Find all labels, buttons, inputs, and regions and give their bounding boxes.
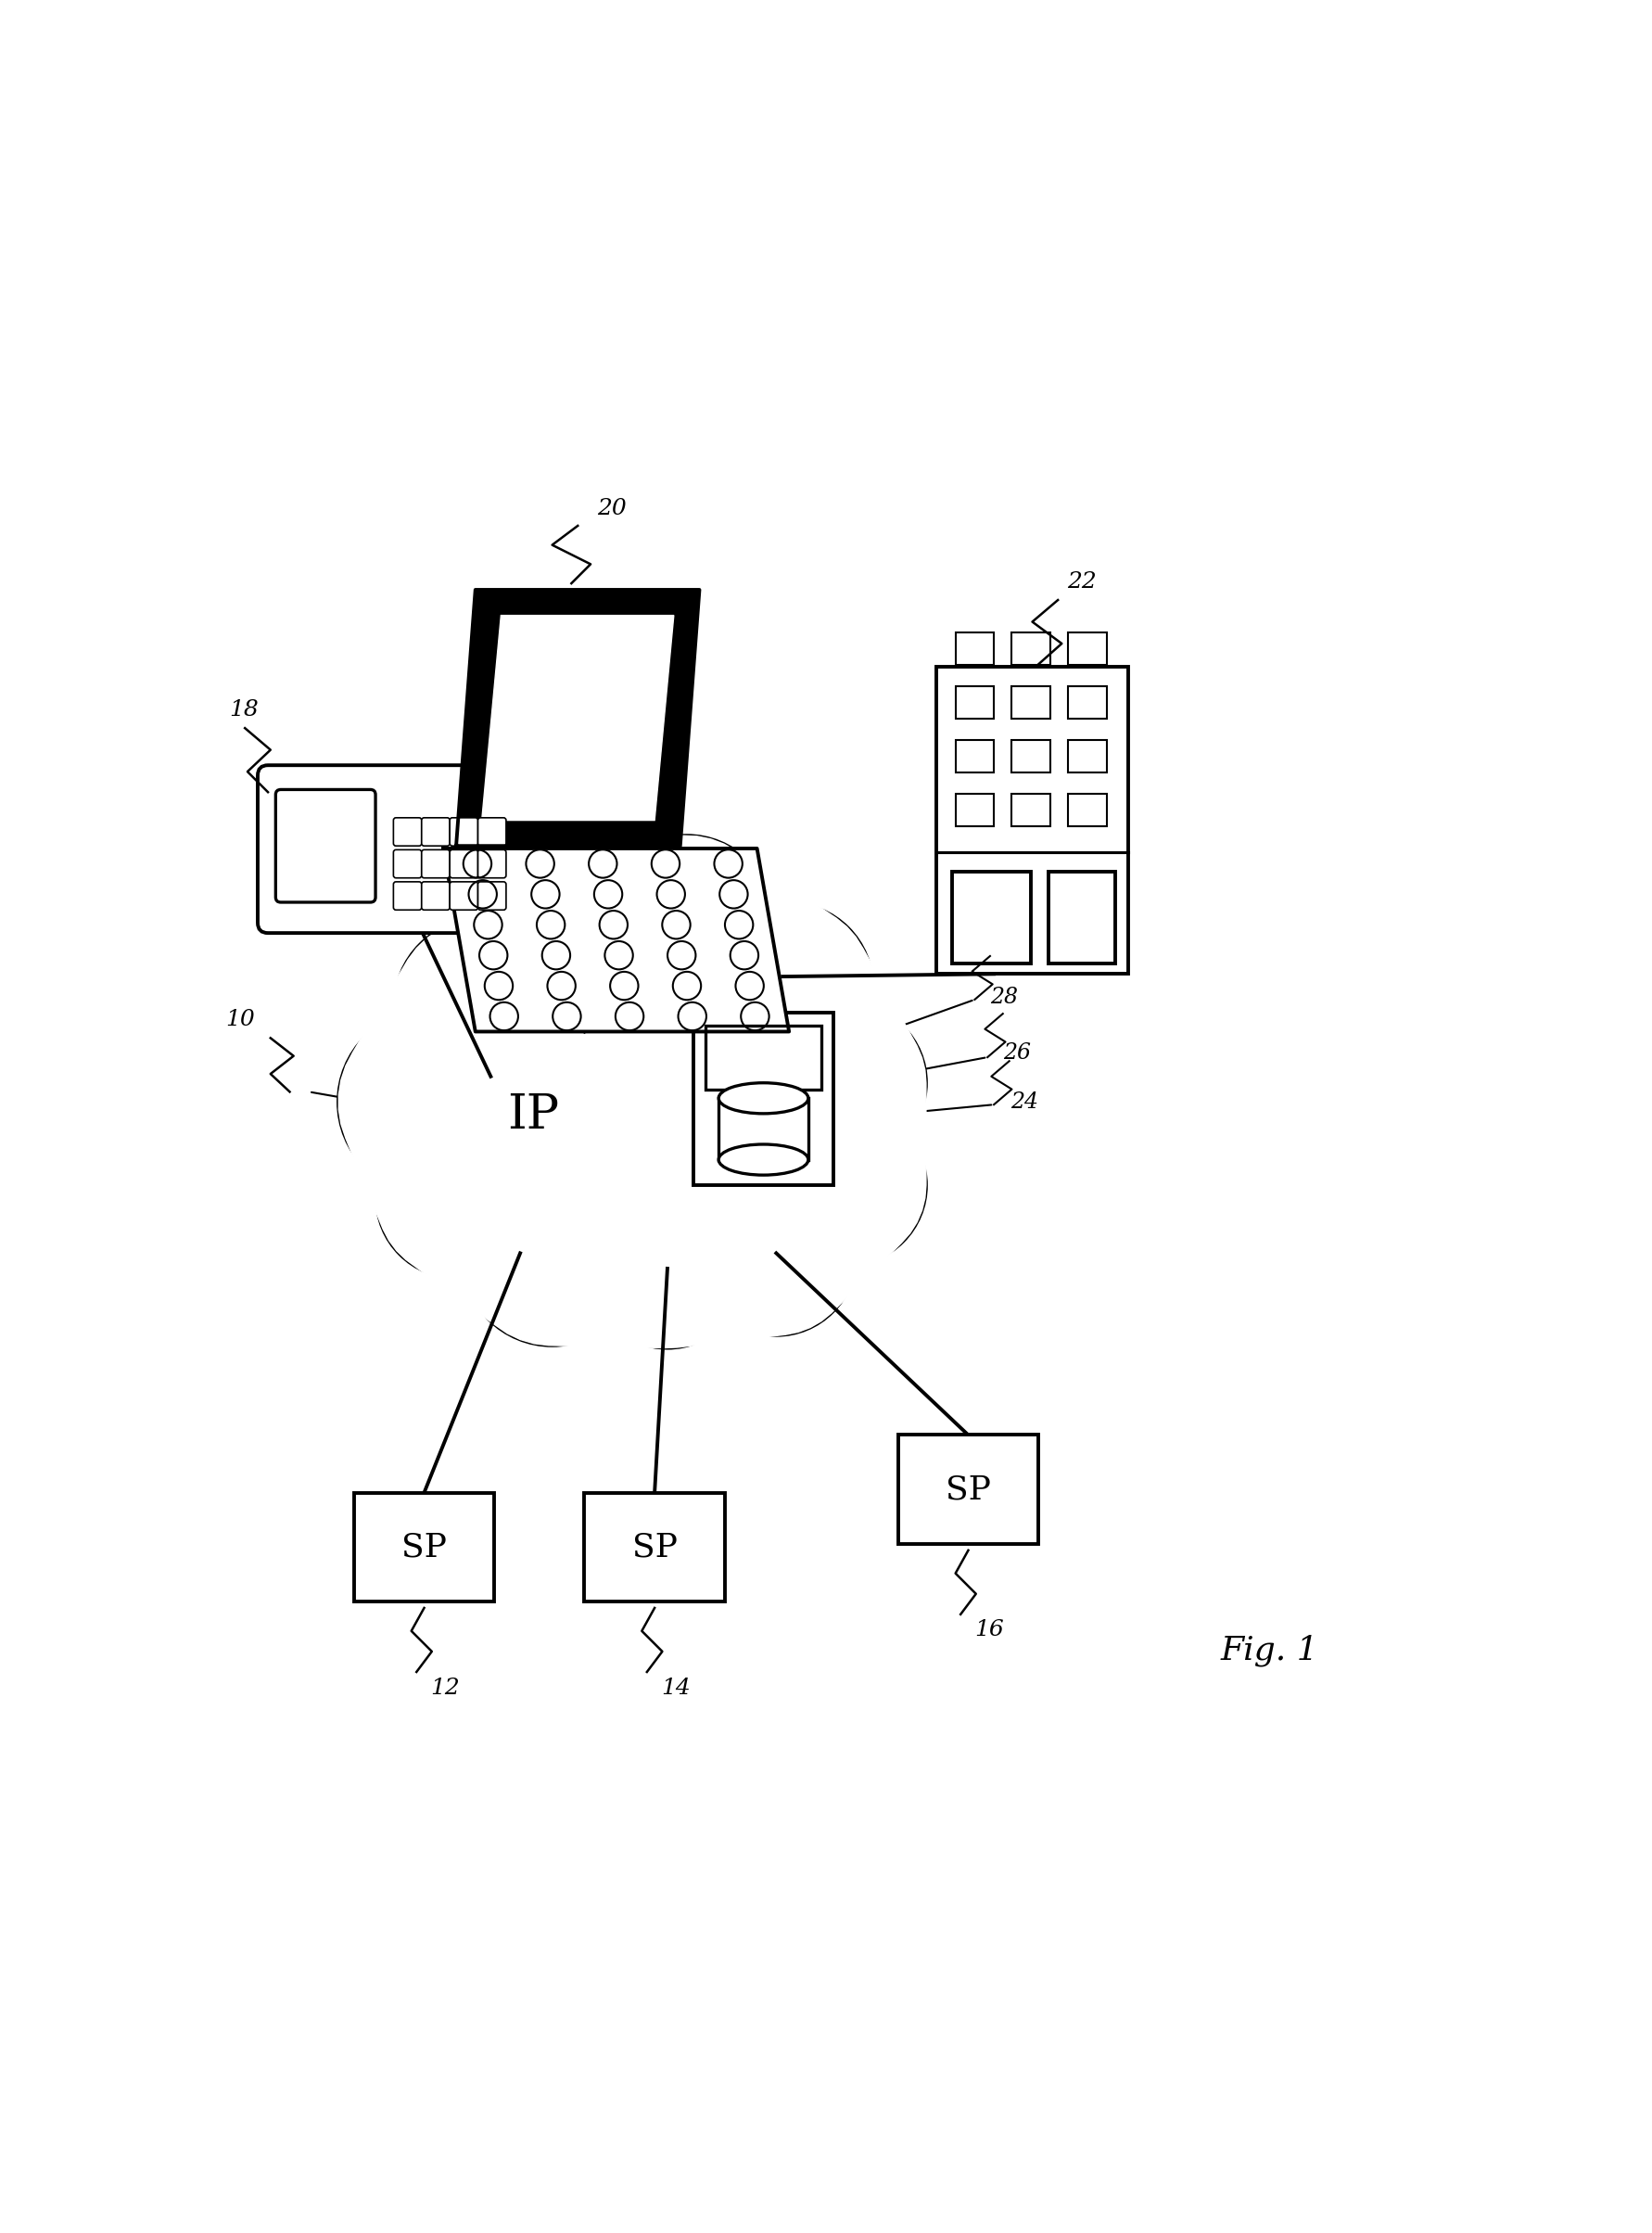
FancyBboxPatch shape <box>1011 632 1051 665</box>
FancyBboxPatch shape <box>421 817 449 846</box>
Polygon shape <box>456 590 699 846</box>
FancyBboxPatch shape <box>694 1012 834 1186</box>
FancyBboxPatch shape <box>1011 793 1051 826</box>
FancyBboxPatch shape <box>354 1492 494 1601</box>
Circle shape <box>395 920 568 1094</box>
FancyBboxPatch shape <box>276 790 375 902</box>
Text: SP: SP <box>401 1532 446 1563</box>
FancyBboxPatch shape <box>1011 686 1051 719</box>
FancyBboxPatch shape <box>955 793 995 826</box>
Text: 22: 22 <box>1067 572 1097 592</box>
Text: 10: 10 <box>226 1009 254 1029</box>
Polygon shape <box>482 616 674 820</box>
Circle shape <box>588 1190 747 1349</box>
FancyBboxPatch shape <box>449 851 477 878</box>
FancyBboxPatch shape <box>1069 632 1107 665</box>
FancyBboxPatch shape <box>899 1436 1039 1543</box>
Text: 26: 26 <box>1003 1043 1031 1065</box>
FancyBboxPatch shape <box>585 1492 725 1601</box>
FancyBboxPatch shape <box>705 1025 821 1090</box>
Circle shape <box>697 1177 856 1335</box>
Text: 16: 16 <box>975 1619 1004 1641</box>
FancyBboxPatch shape <box>937 668 1128 974</box>
FancyBboxPatch shape <box>393 882 421 911</box>
FancyBboxPatch shape <box>477 882 506 911</box>
Text: 18: 18 <box>230 699 259 721</box>
Circle shape <box>377 1119 535 1277</box>
FancyBboxPatch shape <box>421 882 449 911</box>
Ellipse shape <box>719 1143 808 1175</box>
Circle shape <box>463 1166 643 1344</box>
Circle shape <box>767 1003 927 1161</box>
FancyBboxPatch shape <box>952 871 1031 965</box>
Text: 14: 14 <box>661 1677 691 1699</box>
FancyBboxPatch shape <box>449 882 477 911</box>
FancyBboxPatch shape <box>393 817 421 846</box>
FancyBboxPatch shape <box>719 1099 808 1159</box>
FancyBboxPatch shape <box>1069 739 1107 773</box>
FancyBboxPatch shape <box>1049 871 1115 965</box>
FancyBboxPatch shape <box>449 817 477 846</box>
Text: 20: 20 <box>596 498 626 520</box>
Circle shape <box>705 904 872 1070</box>
Text: SP: SP <box>945 1474 991 1505</box>
Polygon shape <box>431 922 847 1268</box>
Circle shape <box>501 871 654 1025</box>
Polygon shape <box>443 849 790 1032</box>
Circle shape <box>339 1009 522 1195</box>
FancyBboxPatch shape <box>477 851 506 878</box>
FancyBboxPatch shape <box>1011 739 1051 773</box>
Text: SP: SP <box>633 1532 677 1563</box>
Text: 28: 28 <box>990 987 1018 1007</box>
FancyBboxPatch shape <box>477 817 506 846</box>
Circle shape <box>767 1105 927 1264</box>
FancyBboxPatch shape <box>393 851 421 878</box>
FancyBboxPatch shape <box>955 686 995 719</box>
Text: Fig. 1: Fig. 1 <box>1221 1635 1318 1666</box>
Circle shape <box>600 835 773 1009</box>
FancyBboxPatch shape <box>258 766 529 933</box>
FancyBboxPatch shape <box>955 632 995 665</box>
FancyBboxPatch shape <box>1069 793 1107 826</box>
FancyBboxPatch shape <box>955 739 995 773</box>
Text: 24: 24 <box>1011 1092 1039 1112</box>
Text: IP: IP <box>507 1092 558 1139</box>
FancyBboxPatch shape <box>421 851 449 878</box>
FancyBboxPatch shape <box>1069 686 1107 719</box>
Ellipse shape <box>719 1083 808 1114</box>
Polygon shape <box>339 835 927 1349</box>
Text: 12: 12 <box>431 1677 459 1699</box>
